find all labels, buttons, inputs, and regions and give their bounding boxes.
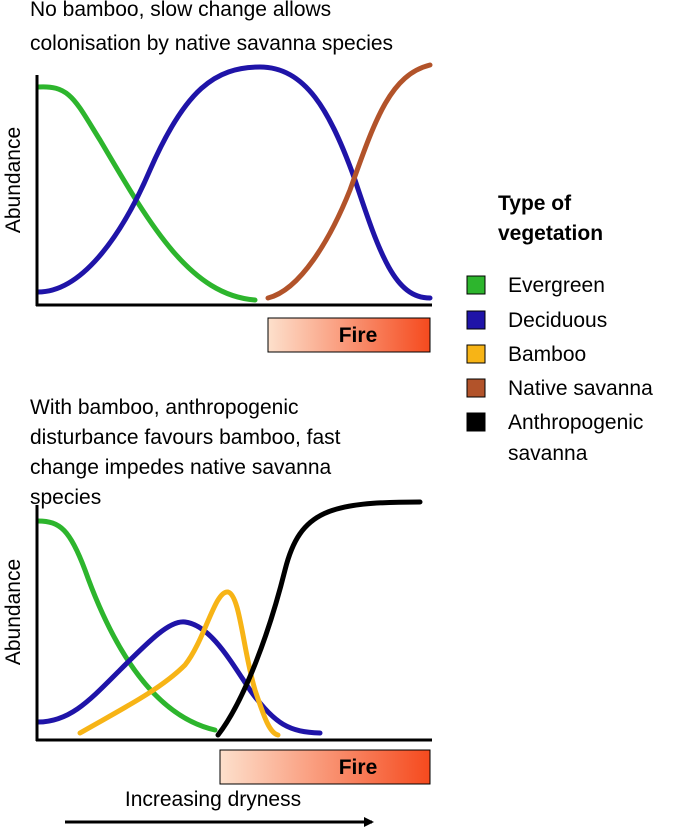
legend-swatch xyxy=(466,412,486,432)
y-label: Abundance xyxy=(2,559,25,665)
legend-title: Type of xyxy=(498,192,572,215)
panel-title: No bamboo, slow change allows xyxy=(30,0,331,21)
panel-title: colonisation by native savanna species xyxy=(30,32,393,55)
curve xyxy=(35,518,218,733)
fire-bar xyxy=(219,749,431,785)
panel-title: disturbance favours bamboo, fast xyxy=(30,426,341,449)
panel-title: species xyxy=(30,486,101,509)
legend: Evergreen Deciduous Bamboo Native savanna An… xyxy=(466,274,653,465)
curve xyxy=(77,589,281,738)
curve xyxy=(215,499,423,738)
curve xyxy=(35,64,433,301)
legend-swatch xyxy=(466,344,486,364)
legend-label: Bamboo xyxy=(508,343,586,366)
legend-label: Deciduous xyxy=(508,309,607,332)
legend-label: Native savanna xyxy=(508,377,653,400)
curve xyxy=(265,62,433,301)
panel-title: change impedes native savanna xyxy=(30,456,332,479)
legend-label: savanna xyxy=(508,442,588,465)
panel-title: With bamboo, anthropogenic xyxy=(30,396,299,419)
legend-label: Evergreen xyxy=(508,274,605,297)
legend-label: Anthropogenic xyxy=(508,411,643,434)
legend-swatch xyxy=(466,275,486,295)
legend-swatch xyxy=(466,310,486,330)
fire-label: Fire xyxy=(339,324,378,347)
curve xyxy=(35,619,323,736)
fire-label: Fire xyxy=(339,756,378,779)
curve xyxy=(35,84,258,303)
y-label: Abundance xyxy=(2,127,25,233)
legend-title: vegetation xyxy=(498,222,603,245)
x-label: Increasing dryness xyxy=(125,788,301,811)
fire-bar xyxy=(267,317,431,353)
legend-swatch xyxy=(466,378,486,398)
